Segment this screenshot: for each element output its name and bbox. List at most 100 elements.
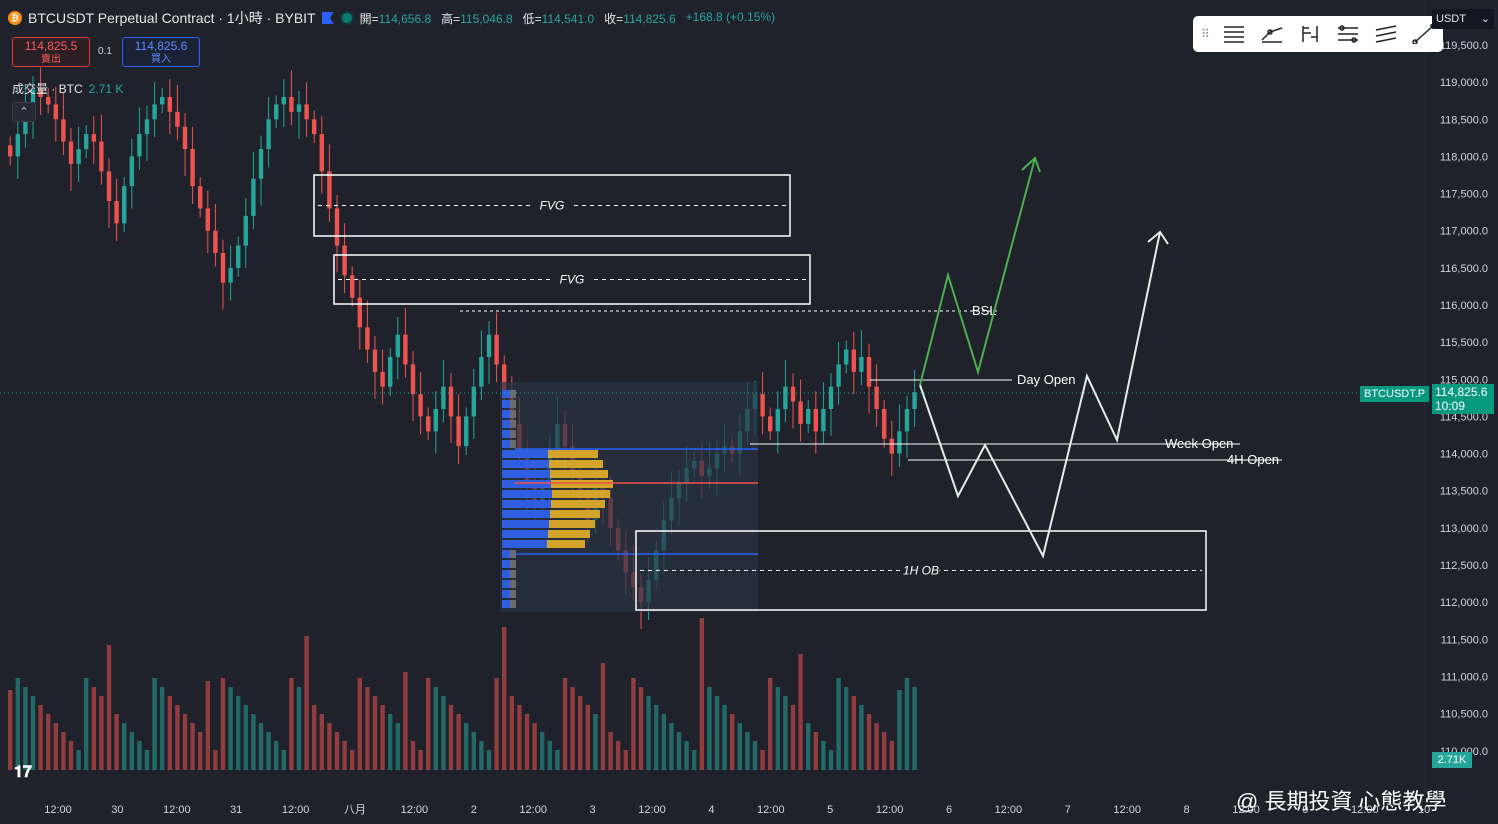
- candle-body: [380, 371, 385, 387]
- price-tick-label: 112,500.0: [1440, 560, 1488, 572]
- volume-bar: [23, 687, 28, 770]
- time-tick-label: 8: [1184, 804, 1190, 816]
- regression-icon[interactable]: [1334, 20, 1362, 48]
- currency-select[interactable]: USDT ⌄: [1432, 9, 1494, 29]
- buy-button[interactable]: 114,825.6 買入: [122, 37, 200, 67]
- volume-bar: [205, 681, 210, 770]
- price-tick-label: 116,000.0: [1440, 300, 1488, 312]
- volume-bar: [167, 696, 172, 770]
- flag-icon[interactable]: [321, 12, 334, 24]
- volume-bar: [745, 732, 750, 770]
- candle-body: [274, 104, 279, 120]
- bar-pattern-icon[interactable]: [1296, 20, 1324, 48]
- candle-body: [426, 416, 431, 432]
- volume-bar: [236, 696, 241, 770]
- volume-tag: 2.71K: [1432, 752, 1472, 768]
- volume-bar: [638, 687, 644, 770]
- volume-bar: [190, 723, 195, 770]
- volume-bar: [258, 723, 264, 770]
- volume-profile-bar: [502, 560, 510, 568]
- volume-profile-bar: [510, 440, 516, 448]
- candle-body: [53, 104, 58, 120]
- volume-bar: [479, 741, 484, 770]
- volume-profile-bar: [510, 550, 516, 558]
- time-tick-label: 12:00: [1351, 804, 1379, 816]
- volume-profile-bar: [502, 590, 510, 598]
- time-tick-label: 12:00: [757, 804, 785, 816]
- candle-body: [137, 134, 142, 157]
- tradingview-logo[interactable]: 𝟏𝟕: [14, 764, 32, 781]
- candle-body: [213, 230, 218, 254]
- volume-profile-bar: [510, 600, 516, 608]
- time-tick-label: 12:00: [163, 804, 191, 816]
- volume-bar: [517, 705, 522, 770]
- drag-handle-icon[interactable]: ⠿: [1201, 27, 1210, 41]
- volume-bar: [676, 732, 682, 770]
- volume-profile-bar: [552, 490, 610, 498]
- align-icon[interactable]: [1220, 20, 1248, 48]
- zone-box: [333, 254, 811, 305]
- volume-bar: [790, 705, 796, 770]
- collapse-legend-button[interactable]: ⌃: [12, 102, 36, 122]
- volume-bar: [46, 714, 51, 770]
- volume-bar: [874, 723, 879, 770]
- close-value: 114,825.6: [623, 11, 676, 26]
- candle-body: [129, 156, 134, 187]
- volume-profile-bar: [510, 410, 516, 418]
- volume-profile-bar: [502, 490, 552, 498]
- volume-bar: [99, 696, 104, 770]
- smooth-line-icon[interactable]: [1258, 20, 1286, 48]
- candle-body: [866, 357, 872, 387]
- volume-bar: [350, 750, 355, 770]
- green-arrow-icon: [1021, 156, 1041, 173]
- volume-bar: [532, 723, 537, 770]
- time-tick-label: 12:00: [44, 804, 72, 816]
- volume-bar: [882, 732, 887, 770]
- volume-profile-bar: [551, 480, 613, 488]
- sell-button[interactable]: 114,825.5 賣出: [12, 37, 90, 67]
- volume-bar: [266, 732, 271, 770]
- volume-bar: [813, 732, 818, 770]
- time-tick-label: 12:00: [876, 804, 904, 816]
- candle-body: [160, 97, 165, 105]
- candle-body: [289, 97, 294, 112]
- volume-bar: [84, 678, 89, 770]
- volume-bar: [730, 714, 735, 770]
- volume-bar: [61, 732, 66, 770]
- low-label: 低=: [522, 11, 542, 26]
- candle-body: [813, 409, 818, 432]
- candle-body: [395, 334, 400, 358]
- change-value: +168.8 (+0.15%): [685, 9, 776, 24]
- volume-legend: 成交量 · BTC 2.71 K: [12, 80, 123, 97]
- bar-countdown: 10:09: [1435, 399, 1466, 413]
- candle-body: [357, 297, 362, 328]
- time-tick-label: 12:00: [401, 804, 429, 816]
- volume-profile-bar: [502, 390, 510, 398]
- price-tick-label: 110,500.0: [1440, 709, 1488, 721]
- volume-bar: [600, 663, 606, 770]
- open-label: 開=: [359, 11, 379, 26]
- close-label: 收=: [604, 11, 624, 26]
- volume-bar: [806, 723, 811, 770]
- parallel-channel-icon[interactable]: [1372, 20, 1400, 48]
- volume-bar: [182, 714, 188, 770]
- price-tick-label: 113,500.0: [1440, 486, 1488, 498]
- candle-body: [220, 253, 226, 283]
- price-tick-label: 115,000.0: [1440, 374, 1488, 386]
- volume-bar: [722, 705, 727, 770]
- volume-profile-bar: [548, 450, 598, 458]
- volume-profile-bar: [551, 500, 605, 508]
- candle-body: [99, 141, 104, 172]
- symbol-title[interactable]: BTCUSDT Perpetual Contract · 1小時 · BYBIT: [28, 10, 316, 26]
- low-value: 114,541.0: [541, 11, 595, 26]
- volume-bar: [175, 705, 180, 770]
- chevron-down-icon: ⌄: [1480, 13, 1490, 25]
- candle-body: [859, 357, 864, 372]
- price-tick-label: 116,500.0: [1440, 263, 1488, 275]
- level-label: BSL: [972, 303, 997, 318]
- candle-body: [365, 327, 370, 350]
- candle-body: [334, 208, 340, 246]
- high-value: 115,046.8: [460, 11, 513, 26]
- volume-bar: [562, 678, 568, 770]
